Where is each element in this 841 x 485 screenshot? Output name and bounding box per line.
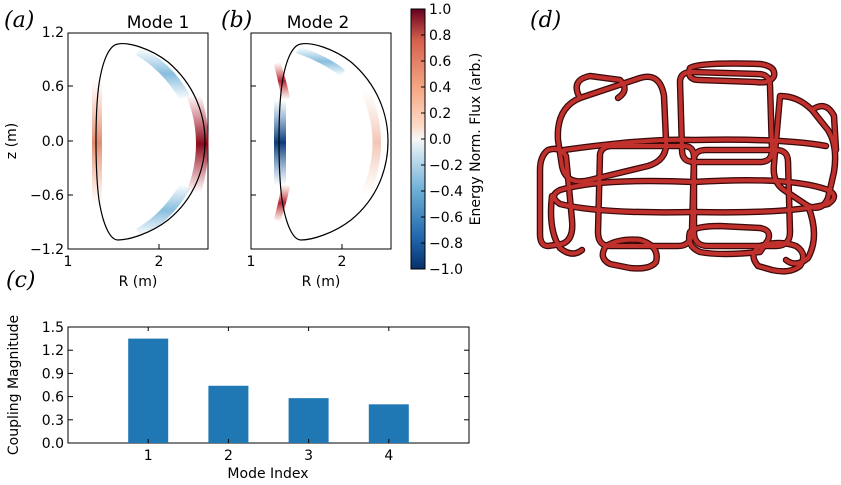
panel-c-bars bbox=[128, 338, 409, 443]
coil-6 bbox=[538, 146, 575, 248]
panel-c: 1.5 1.2 0.9 0.6 0.3 0.0 1 2 3 4 Mode Index Coupl… bbox=[6, 315, 470, 482]
colorbar-tick-label: 0.2 bbox=[429, 106, 451, 122]
colorbar-tick-label: 0.0 bbox=[429, 132, 451, 148]
coil-5 bbox=[692, 148, 792, 248]
xtick-label: 3 bbox=[304, 448, 313, 464]
coil-3 bbox=[771, 94, 838, 210]
colorbar-tick-label: 0.4 bbox=[429, 80, 451, 96]
panel-a: Mode 1 1.2 0.6 0.0 −0.6 −1.2 1 2 R (m) z… bbox=[4, 13, 209, 290]
panel-a-ytick-neg1.2: −1.2 bbox=[30, 242, 64, 258]
coil-outline-4 bbox=[594, 142, 698, 250]
panel-b-xtick-2: 2 bbox=[338, 254, 347, 270]
bar-mode-4 bbox=[368, 404, 409, 443]
panel-a-xlabel: R (m) bbox=[119, 274, 158, 290]
colorbar-tick-label: −0.6 bbox=[429, 210, 463, 226]
panel-a-title: Mode 1 bbox=[127, 13, 190, 33]
panel-b-axes-frame bbox=[250, 32, 392, 250]
colorbar-tick-label: −0.8 bbox=[429, 236, 463, 252]
coil-4 bbox=[596, 144, 696, 248]
panel-b: Mode 2 1 2 R (m) bbox=[247, 13, 392, 290]
panel-c-axes-frame bbox=[67, 326, 470, 444]
coil-group bbox=[536, 60, 840, 275]
colorbar-tick-label: −1.0 bbox=[429, 262, 463, 278]
colorbar-tick-label: 0.8 bbox=[429, 28, 451, 44]
panel-a-plasma-boundary bbox=[95, 43, 206, 241]
coil-14 bbox=[810, 104, 838, 152]
coil-11 bbox=[751, 241, 806, 274]
panel-d-coil-set bbox=[536, 60, 840, 275]
coil-15 bbox=[549, 194, 584, 256]
colorbar-label: Energy Norm. Flux (arb.) bbox=[468, 53, 484, 226]
panel-b-flux-upper-lightblue bbox=[296, 47, 345, 76]
panel-b-flux-inboard-blue bbox=[274, 100, 286, 185]
panel-a-ylabel: z (m) bbox=[4, 123, 20, 159]
panel-label-a: (a) bbox=[4, 8, 35, 33]
panel-b-xtick-1: 1 bbox=[247, 254, 256, 270]
ytick-label: 1.2 bbox=[42, 343, 64, 359]
panel-a-ticks bbox=[68, 85, 160, 249]
panel-a-axes-frame bbox=[67, 32, 209, 250]
coil-16 bbox=[784, 204, 816, 266]
bar-mode-1 bbox=[128, 338, 169, 443]
panel-c-xticks: 1 2 3 4 bbox=[144, 327, 393, 464]
xtick-label: 2 bbox=[224, 448, 233, 464]
ytick-label: 0.0 bbox=[42, 436, 64, 452]
colorbar-ticks: 1.0 0.8 0.6 0.4 0.2 0.0 −0.2 −0.4 −0.6 −0.8 −1.0 bbox=[421, 2, 463, 278]
panel-c-yticks: 1.5 1.2 0.9 0.6 0.3 0.0 bbox=[42, 320, 469, 452]
coil-9 bbox=[687, 61, 777, 85]
xtick-label: 4 bbox=[384, 448, 393, 464]
panel-a-xtick-2: 2 bbox=[155, 254, 164, 270]
ytick-label: 0.9 bbox=[42, 366, 64, 382]
panel-label-d: (d) bbox=[530, 8, 562, 33]
coil-8 bbox=[562, 137, 828, 152]
panel-b-xlabel: R (m) bbox=[302, 274, 341, 290]
coil-12 bbox=[687, 224, 771, 256]
panel-a-ytick-1.2: 1.2 bbox=[42, 25, 64, 41]
colorbar: 1.0 0.8 0.6 0.4 0.2 0.0 −0.2 −0.4 −0.6 −0.8 −1.0 E… bbox=[410, 2, 484, 278]
panel-a-xtick-1: 1 bbox=[64, 254, 73, 270]
panel-c-ylabel: Coupling Magnitude bbox=[6, 315, 22, 455]
ytick-label: 1.5 bbox=[42, 320, 64, 336]
colorbar-tick-label: 0.6 bbox=[429, 54, 451, 70]
bar-mode-3 bbox=[288, 398, 329, 443]
ytick-label: 0.6 bbox=[42, 390, 64, 406]
panel-a-flux-upper-blue bbox=[136, 48, 190, 100]
panel-label-c: (c) bbox=[6, 268, 36, 293]
panel-a-ytick-0.0: 0.0 bbox=[42, 134, 64, 150]
colorbar-tick-label: 1.0 bbox=[429, 2, 451, 18]
bar-mode-2 bbox=[208, 385, 249, 443]
coil-1 bbox=[555, 74, 669, 184]
xtick-label: 1 bbox=[144, 448, 153, 464]
panel-b-flux-outboard-orange bbox=[360, 90, 381, 195]
colorbar-tick-label: −0.2 bbox=[429, 158, 463, 174]
panel-a-ytick-neg0.6: −0.6 bbox=[30, 188, 64, 204]
panel-label-b: (b) bbox=[221, 8, 253, 33]
panel-a-flux-inboard-orange bbox=[92, 80, 102, 205]
panel-a-ytick-0.6: 0.6 bbox=[42, 79, 64, 95]
coil-13 bbox=[574, 74, 627, 100]
panel-c-xlabel: Mode Index bbox=[227, 466, 308, 482]
panel-b-title: Mode 2 bbox=[287, 13, 350, 33]
panel-b-plasma-boundary bbox=[278, 43, 389, 241]
colorbar-tick-label: −0.4 bbox=[429, 184, 463, 200]
panel-b-ticks bbox=[251, 85, 343, 249]
panel-a-flux-lower-blue bbox=[136, 184, 190, 236]
coil-7 bbox=[552, 178, 836, 215]
ytick-label: 0.3 bbox=[42, 413, 64, 429]
coil-10 bbox=[600, 237, 659, 271]
